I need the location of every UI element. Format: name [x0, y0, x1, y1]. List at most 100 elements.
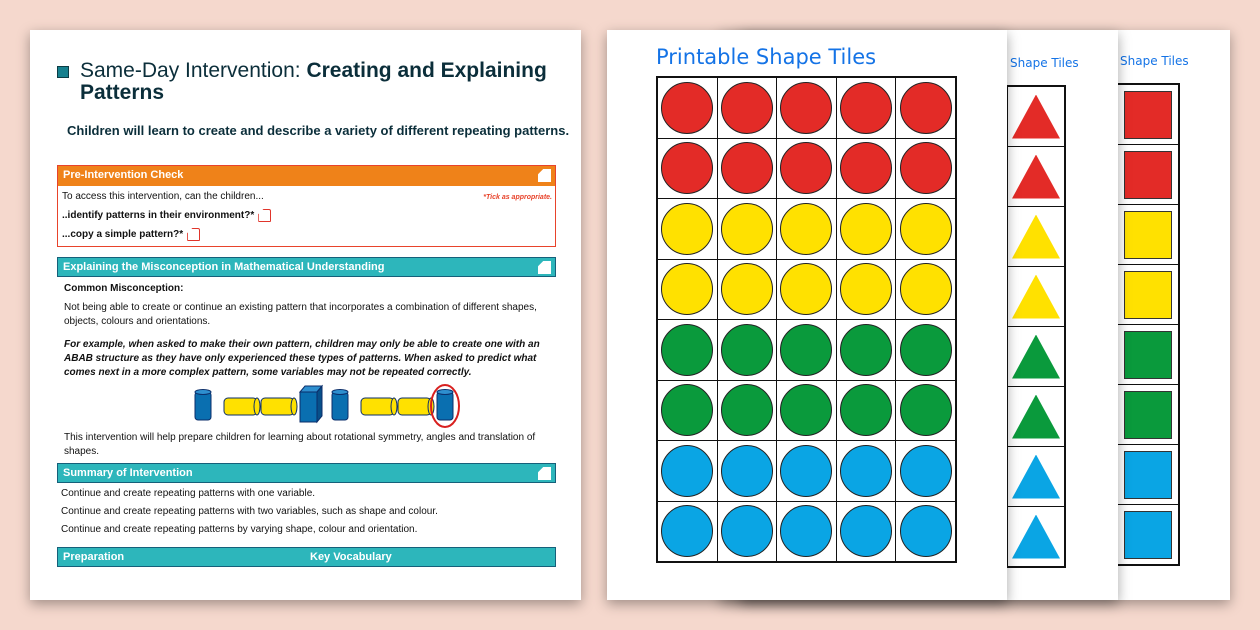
yellow-cylinder-icon	[397, 397, 435, 416]
tile-cell	[1118, 385, 1178, 444]
circle-tile-icon	[780, 384, 833, 437]
page-title: Shape Tiles	[1010, 56, 1079, 70]
check-item: ..identify patterns in their environment…	[62, 209, 272, 223]
circle-tile-icon	[661, 142, 714, 195]
tile-cell	[658, 138, 717, 198]
circle-tile-icon	[661, 505, 714, 558]
circle-tile-icon	[840, 142, 893, 195]
tile-cell	[777, 501, 836, 561]
tick-box[interactable]	[258, 209, 272, 222]
circle-tile-icon	[899, 444, 952, 497]
tile-cell	[777, 78, 836, 138]
circle-tile-icon	[720, 384, 773, 437]
tile-cell	[777, 199, 836, 259]
page-title: Printable Shape Tiles	[656, 45, 877, 69]
circle-tile-icon	[780, 202, 833, 255]
circle-tile-icon	[899, 81, 952, 134]
circle-tile-icon	[720, 323, 773, 376]
summary-item: Continue and create repeating patterns w…	[61, 488, 316, 499]
square-tile-icon	[1124, 270, 1172, 319]
triangle-tile-icon	[1012, 514, 1060, 559]
tile-cell	[777, 138, 836, 198]
circle-tile-icon	[780, 505, 833, 558]
square-tiles-grid	[1116, 83, 1180, 566]
answer-circle-icon	[430, 384, 460, 428]
check-item: ...copy a simple pattern?*	[62, 228, 201, 242]
tile-cell	[836, 138, 896, 198]
section-title: Summary of Intervention	[63, 467, 193, 479]
tile-cell	[658, 441, 717, 501]
square-tile-icon	[1124, 330, 1172, 379]
tile-cell	[658, 259, 717, 319]
square-tile-icon	[1124, 150, 1172, 199]
misconception-text: Not being able to create or continue an …	[64, 302, 537, 327]
tile-cell	[836, 320, 896, 380]
tile-cell	[1118, 85, 1178, 144]
square-tile-icon	[1124, 390, 1172, 439]
tile-cell	[658, 380, 717, 440]
tile-cell	[717, 78, 777, 138]
circle-tile-icon	[780, 263, 833, 316]
page-title: Shape Tiles	[1120, 54, 1189, 68]
blue-cylinder-icon	[194, 389, 212, 421]
circle-tile-icon	[899, 505, 952, 558]
circle-tile-icon	[661, 202, 714, 255]
summary-item: Continue and create repeating patterns w…	[61, 506, 438, 517]
square-tile-icon	[1124, 210, 1172, 259]
tile-cell	[836, 501, 896, 561]
circle-tile-icon	[720, 444, 773, 497]
misconception-example: For example, when asked to make their ow…	[64, 339, 540, 378]
tile-cell	[658, 78, 717, 138]
triangle-tile-icon	[1012, 274, 1060, 319]
tile-cell	[1008, 267, 1064, 326]
check-intro: To access this intervention, can the chi…	[62, 191, 264, 202]
triangle-tile-icon	[1012, 334, 1060, 379]
tile-cell	[896, 78, 955, 138]
circle-tile-icon	[661, 384, 714, 437]
corner-icon	[538, 467, 551, 480]
triangle-tile-icon	[1012, 94, 1060, 139]
circle-tile-icon	[899, 323, 952, 376]
circle-tile-icon	[840, 81, 893, 134]
tile-cell	[896, 138, 955, 198]
section-header: Explaining the Misconception in Mathemat…	[57, 257, 556, 277]
yellow-cylinder-icon	[360, 397, 398, 416]
check-item-label: ..identify patterns in their environment…	[62, 210, 255, 222]
tile-cell	[1008, 327, 1064, 386]
tile-cell	[717, 199, 777, 259]
tile-cell	[1008, 147, 1064, 206]
intervention-page: Same-Day Intervention: Creating and Expl…	[30, 30, 581, 600]
title-bold: Creating and Explaining Patterns	[80, 59, 547, 104]
title-prefix: Same-Day Intervention:	[80, 59, 307, 82]
tile-cell	[1008, 207, 1064, 266]
title-bullet-icon	[57, 66, 69, 78]
blue-cylinder-icon	[331, 389, 349, 421]
tick-box[interactable]	[187, 228, 201, 241]
triangle-tile-icon	[1012, 214, 1060, 259]
prepare-text: This intervention will help prepare chil…	[64, 432, 536, 457]
tile-cell	[1118, 145, 1178, 204]
tile-cell	[896, 259, 955, 319]
tile-cell	[1008, 447, 1064, 506]
tile-cell	[717, 380, 777, 440]
tile-cell	[1118, 325, 1178, 384]
tile-cell	[836, 78, 896, 138]
tile-cell	[658, 501, 717, 561]
circle-tile-icon	[780, 444, 833, 497]
circle-tile-icon	[661, 263, 714, 316]
triangle-tile-icon	[1012, 454, 1060, 499]
section-header: Summary of Intervention	[57, 463, 556, 483]
section-title: Preparation	[63, 551, 125, 563]
section-header: Preparation Key Vocabulary	[57, 547, 556, 567]
tile-cell	[777, 259, 836, 319]
triangle-tile-icon	[1012, 154, 1060, 199]
circle-tiles-grid	[656, 76, 957, 563]
section-title: Pre-Intervention Check	[63, 169, 184, 181]
circle-tile-icon	[899, 384, 952, 437]
tile-cell	[658, 320, 717, 380]
page-title: Same-Day Intervention: Creating and Expl…	[80, 60, 575, 104]
circle-tile-icon	[661, 444, 714, 497]
tick-note: *Tick as appropriate.	[483, 194, 552, 201]
tile-cell	[1118, 265, 1178, 324]
tile-cell	[1118, 445, 1178, 504]
